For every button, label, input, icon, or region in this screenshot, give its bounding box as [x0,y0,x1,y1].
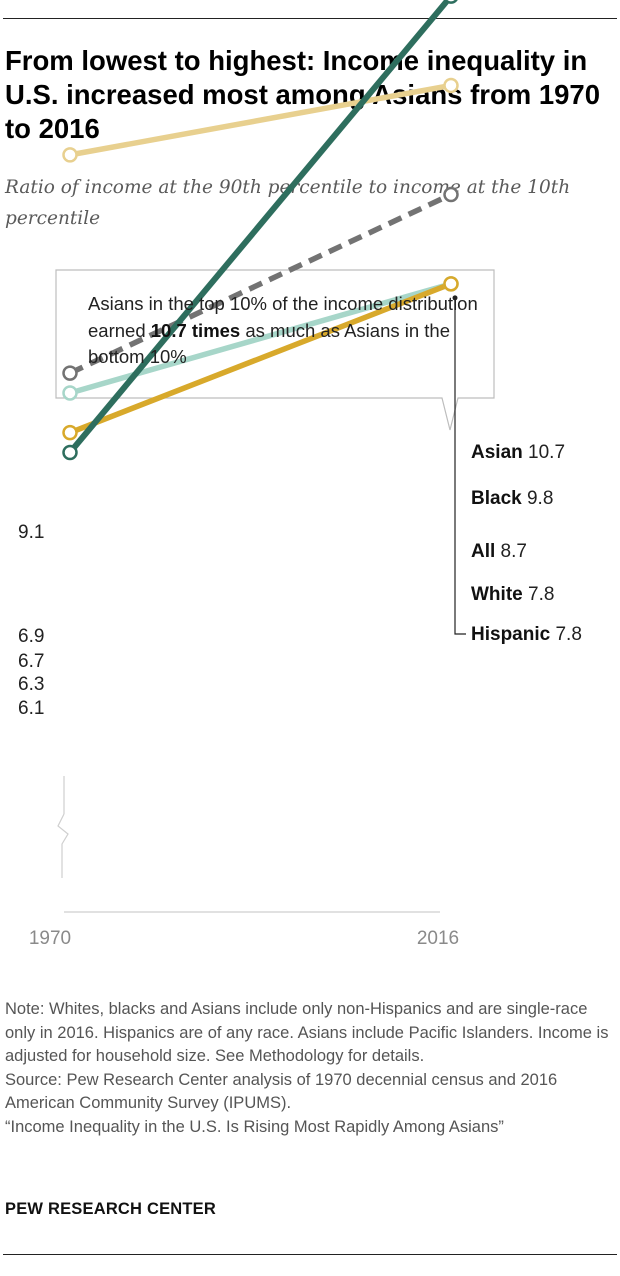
x-tick-label: 2016 [417,928,459,949]
line-chart: 1970 2016 6.1 9.1 6.9 6.76.3 Asian 10.7 Black… [18,0,582,949]
pew-logo-text: PEW RESEARCH CENTER [5,1200,216,1218]
label-layer: 6.1 9.1 6.9 6.76.3 Asian 10.7 Black 9.8 All 8.… [18,295,582,719]
series-name-label: Asian [471,442,523,463]
note-text: Note: Whites, blacks and Asians include … [5,1000,609,1065]
series-name-label: All [471,541,495,562]
source-text: Source: Pew Research Center analysis of … [5,1070,558,1113]
report-title-text: “Income Inequality in the U.S. Is Rising… [5,1117,504,1136]
point-marker-all [62,365,78,381]
point-marker-hispanic [62,424,78,441]
start-value-label: 6.3 [18,674,44,695]
chart-title: From lowest to highest: Income inequalit… [5,45,601,144]
callout-text-1: Asians in the top 10% of the income dist… [88,293,478,341]
series-line-asian [67,0,452,455]
end-label-all: All 8.7 [471,541,527,562]
series-name-label: Hispanic [471,624,551,645]
callout-text-2: as much as Asians in the bottom 10% [88,319,451,368]
point-marker-white [62,385,78,401]
series-name-label: Black [471,488,522,509]
bottom-rule [3,1254,617,1255]
end-value-label: 10.7 [523,442,565,463]
point-marker-hispanic [443,276,459,292]
end-value-label: 8.7 [495,541,527,562]
point-marker-black [62,147,78,163]
end-label-hispanic: Hispanic 7.8 [471,624,582,645]
x-tick-label: 1970 [29,928,71,949]
callout-bold: 10.7 times [150,319,241,341]
series-line-hispanic [68,281,453,436]
point-marker-black [443,77,459,94]
axis-break-icon [57,813,69,878]
start-value-label: 6.1 [18,698,44,719]
series-name-label: White [471,584,523,605]
annotation-callout: Asians in the top 10% of the income dist… [56,270,494,398]
series-line-black [69,82,452,158]
point-marker-all [443,186,459,203]
chart-axes: 1970 2016 [29,776,459,949]
end-value-label: 7.8 [523,584,555,605]
point-marker-asian [444,0,458,4]
point-marker-asian [62,444,78,461]
end-value-label: 7.8 [550,624,582,645]
start-value-label: 6.9 [18,626,44,647]
series-layer [62,0,459,461]
footnotes: Note: Whites, blacks and Asians include … [5,998,615,1139]
end-label-asian: Asian 10.7 [471,442,565,463]
series-line-all [68,192,453,376]
leader-line [454,297,466,635]
start-value-label: 6.7 [18,651,44,672]
end-label-white: White 7.8 [471,584,554,605]
start-value-label: 9.1 [18,522,44,543]
end-label-black: Black 9.8 [471,488,553,509]
end-value-label: 9.8 [522,488,554,509]
top-rule [3,18,617,19]
